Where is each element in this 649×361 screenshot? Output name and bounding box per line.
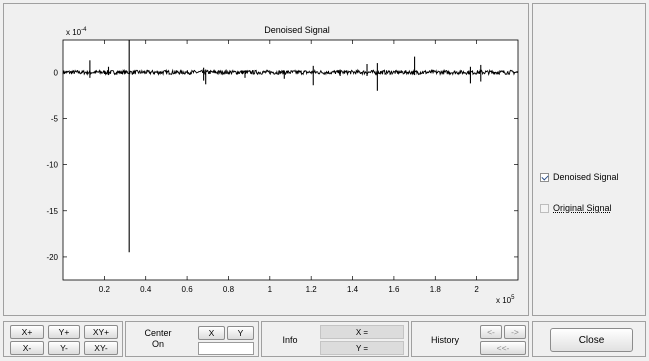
x-tick-label: 2 — [474, 285, 479, 294]
y-tick-label: 0 — [54, 68, 59, 77]
denoised-signal-chart: 0.2 0.4 0.6 0.8 1 1.2 1.4 1.6 1.8 2 0-5-10-15-20 … — [46, 25, 519, 305]
history-rewind-button[interactable]: <<- — [480, 341, 526, 355]
zoom-y-minus-button[interactable]: Y- — [48, 341, 80, 355]
zoom-x-plus-button[interactable]: X+ — [10, 325, 44, 339]
denoised-signal-label: Denoised Signal — [553, 172, 619, 182]
x-readout: X = — [320, 325, 404, 339]
y-exponent-label: x 10-4 — [66, 27, 87, 37]
y-tick-label: -5 — [51, 114, 59, 123]
x-tick-label: 0.8 — [223, 285, 235, 294]
y-tick-label: -20 — [46, 253, 58, 262]
original-signal-label: Original Signal — [553, 203, 612, 213]
x-tick-label: 0.6 — [182, 285, 194, 294]
center-on-group: Center On X Y — [125, 321, 259, 357]
zoom-group: X+ Y+ XY+ X- Y- XY- — [3, 321, 123, 357]
zoom-xy-plus-button[interactable]: XY+ — [84, 325, 118, 339]
axes-background — [62, 39, 519, 281]
x-tick-label: 0.2 — [99, 285, 111, 294]
info-group: Info X = Y = — [261, 321, 409, 357]
y-readout: Y = — [320, 341, 404, 355]
x-exponent-label: x 105 — [496, 295, 515, 305]
zoom-y-plus-button[interactable]: Y+ — [48, 325, 80, 339]
original-signal-checkbox[interactable] — [540, 203, 549, 213]
x-tick-label: 1.6 — [388, 285, 400, 294]
y-exponent-power: -4 — [81, 27, 87, 33]
denoised-signal-checkbox[interactable] — [540, 172, 549, 182]
zoom-xy-minus-button[interactable]: XY- — [84, 341, 118, 355]
history-back-button[interactable]: <- — [480, 325, 502, 339]
x-tick-label: 1 — [268, 285, 273, 294]
denoised-signal-checkbox-row[interactable]: Denoised Signal — [540, 172, 619, 182]
x-exponent-power: 5 — [511, 295, 515, 301]
original-signal-checkbox-row[interactable]: Original Signal — [540, 203, 612, 213]
history-label: History — [430, 335, 459, 345]
signal-series-line — [62, 68, 519, 76]
history-group: History <- -> <<- — [411, 321, 529, 357]
info-label: Info — [282, 335, 298, 345]
center-label: Center — [144, 328, 172, 338]
history-forward-button[interactable]: -> — [504, 325, 526, 339]
y-tick-label: -10 — [46, 161, 58, 170]
center-on-label: On — [151, 339, 164, 349]
x-tick-label: 0.4 — [140, 285, 152, 294]
center-x-button[interactable]: X — [198, 326, 225, 340]
chart-title: Denoised Signal — [264, 25, 330, 35]
x-tick-label: 1.4 — [347, 285, 359, 294]
x-tick-label: 1.8 — [430, 285, 442, 294]
y-tick-label: -15 — [46, 207, 58, 216]
center-y-button[interactable]: Y — [227, 326, 254, 340]
x-tick-label: 1.2 — [306, 285, 318, 294]
legend-panel — [532, 3, 646, 316]
zoom-x-minus-button[interactable]: X- — [10, 341, 44, 355]
close-button[interactable]: Close — [550, 328, 633, 352]
center-value-input[interactable] — [198, 342, 254, 355]
